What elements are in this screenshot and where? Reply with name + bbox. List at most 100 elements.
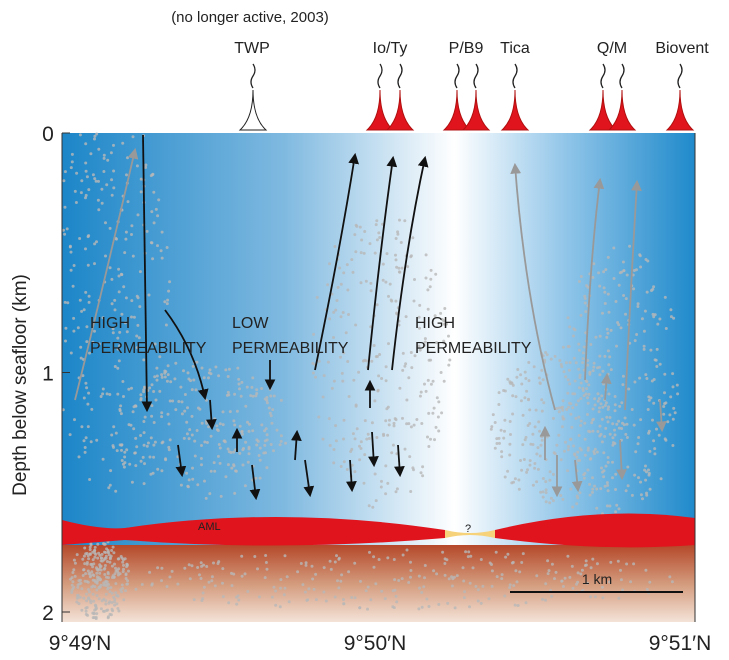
dot (598, 334, 602, 338)
dot (663, 402, 667, 406)
dot (120, 590, 124, 594)
dot (365, 437, 369, 441)
dot (497, 391, 501, 395)
dot (83, 450, 87, 454)
dot (614, 300, 618, 303)
dot (121, 380, 125, 383)
dot (69, 166, 73, 170)
dot (539, 490, 543, 494)
dot (542, 401, 546, 405)
dot (528, 422, 532, 425)
dot (152, 190, 156, 194)
dot (87, 588, 90, 591)
dot (150, 210, 154, 214)
dot (156, 214, 160, 218)
dot (262, 451, 266, 455)
dot (84, 572, 88, 576)
dot (62, 228, 65, 232)
dot (123, 321, 127, 325)
dot (393, 578, 397, 582)
dot (419, 390, 423, 394)
dot (443, 562, 447, 565)
dot (224, 475, 228, 479)
dot (334, 439, 338, 443)
dot (240, 432, 244, 436)
dot (124, 230, 128, 234)
dot (81, 574, 85, 577)
dot (116, 607, 120, 610)
dot (311, 371, 315, 375)
dot (497, 436, 501, 440)
dot (160, 566, 164, 570)
dot (668, 575, 672, 579)
dot (102, 170, 106, 173)
dot (163, 375, 167, 379)
dot (432, 406, 436, 410)
dot (600, 440, 604, 444)
dot (85, 325, 89, 329)
dot (417, 344, 421, 348)
dot (203, 479, 206, 483)
dot (571, 406, 575, 410)
dot (260, 387, 264, 390)
dot (108, 226, 112, 230)
dot (630, 493, 634, 497)
dot (279, 398, 283, 402)
dot (563, 449, 566, 453)
dot (569, 437, 573, 441)
aml-label: AML (198, 521, 221, 533)
dot (598, 354, 602, 358)
dot (134, 587, 138, 591)
dot (148, 455, 152, 459)
dot (112, 169, 116, 173)
plume (377, 63, 383, 89)
dot (72, 558, 76, 562)
dot (74, 201, 78, 204)
dot (427, 605, 431, 608)
plume (512, 63, 518, 89)
dot (114, 591, 118, 595)
dot (521, 413, 525, 417)
dot (95, 606, 98, 610)
dot (636, 305, 640, 308)
dot (269, 414, 273, 418)
dot (121, 570, 125, 574)
gap (445, 530, 495, 538)
dot (79, 356, 83, 360)
dot (279, 586, 282, 590)
dot (130, 315, 133, 319)
dot (82, 568, 86, 572)
dot (250, 385, 254, 389)
x-tick-label: 9°51′N (649, 632, 712, 655)
dot (645, 588, 649, 591)
dot (404, 315, 408, 319)
dot (453, 606, 457, 610)
dot (619, 568, 622, 572)
dot (80, 309, 84, 313)
dot (435, 572, 439, 576)
dot (577, 386, 581, 390)
vent-label: Io/Ty (373, 40, 408, 57)
dot (391, 605, 395, 609)
dot (584, 563, 588, 567)
dot (383, 597, 387, 601)
dot (520, 382, 524, 386)
dot (242, 447, 245, 450)
dot (588, 482, 592, 486)
dot (124, 573, 128, 577)
dot (65, 227, 69, 231)
dot (107, 486, 111, 490)
dot (84, 169, 88, 173)
dot (140, 583, 144, 586)
dot (77, 602, 81, 606)
dot (160, 230, 164, 234)
dot (164, 323, 168, 327)
dot (96, 542, 100, 546)
dot (213, 417, 217, 421)
dot (568, 325, 572, 329)
dot (101, 392, 105, 396)
dot (427, 445, 431, 448)
dot (200, 599, 204, 602)
dot (403, 447, 407, 451)
dot (72, 329, 76, 333)
